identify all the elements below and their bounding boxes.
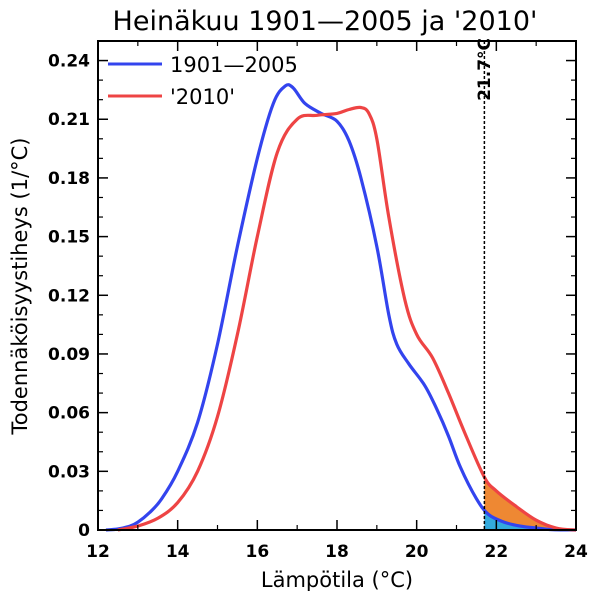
y-tick-label: 0.15 — [48, 228, 90, 248]
y-tick-label: 0.12 — [48, 286, 90, 306]
y-axis-label: Todennäköisyystiheys (1/°C) — [8, 137, 32, 435]
x-tick-label: 22 — [484, 542, 508, 562]
tail-area-2010 — [484, 477, 576, 530]
legend-label-1901-2005: 1901—2005 — [170, 53, 298, 77]
x-tick-label: 12 — [86, 542, 110, 562]
x-tick-label: 20 — [405, 542, 429, 562]
legend: 1901—2005 '2010' — [108, 53, 298, 109]
y-tick-label: 0.03 — [48, 462, 90, 482]
threshold-label: 21.7°C — [475, 38, 495, 101]
plot-area — [105, 41, 577, 532]
y-tick-label: 0.09 — [48, 345, 90, 365]
axes: 12 14 16 18 20 22 24 0 0.03 0.06 0.09 0.12 0.15 0.18 0… — [48, 40, 588, 562]
y-tick-label: 0 — [78, 521, 90, 541]
series-line-1901-2005 — [105, 83, 577, 532]
y-tick-label: 0.24 — [48, 52, 90, 72]
x-axis-label: Lämpötila (°C) — [261, 568, 413, 591]
legend-label-2010: '2010' — [170, 85, 235, 109]
x-tick-label: 16 — [245, 542, 269, 562]
series-line-2010 — [117, 105, 577, 532]
y-tick-label: 0.06 — [48, 404, 90, 424]
y-tick-label: 0.18 — [48, 169, 90, 189]
x-tick-label: 18 — [325, 542, 349, 562]
chart-title: Heinäkuu 1901—2005 ja '2010' — [113, 6, 538, 37]
y-tick-label: 0.21 — [48, 110, 90, 130]
x-tick-label: 24 — [564, 542, 588, 562]
x-tick-label: 14 — [166, 542, 190, 562]
